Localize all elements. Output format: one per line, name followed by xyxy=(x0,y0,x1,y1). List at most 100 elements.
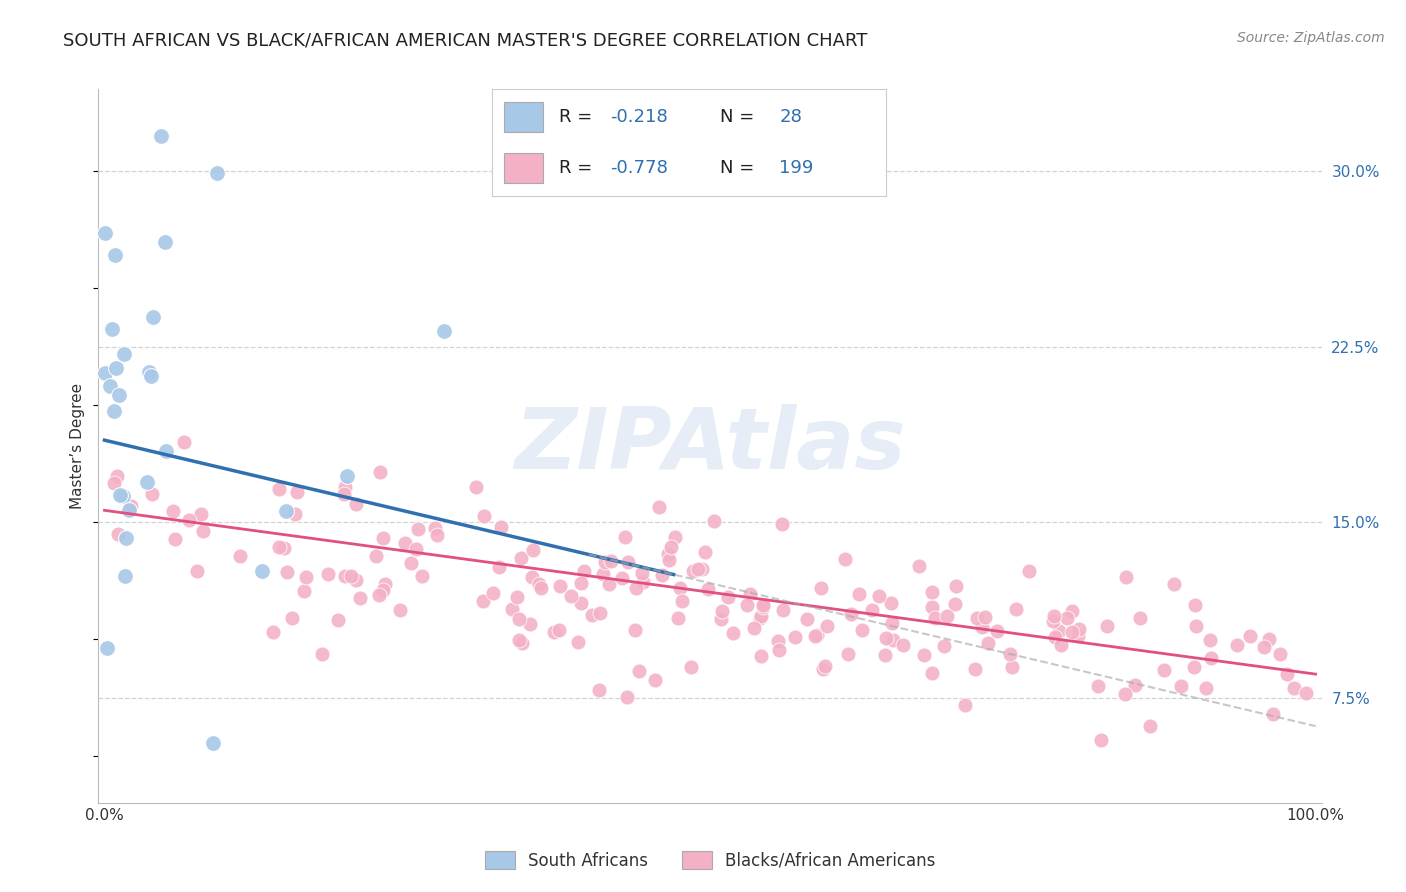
Point xyxy=(690,561,713,575)
Point xyxy=(560,589,582,603)
Point xyxy=(986,624,1008,639)
Point xyxy=(977,636,1000,650)
Point xyxy=(374,576,396,591)
Point xyxy=(921,665,943,680)
Point xyxy=(425,521,447,535)
Point xyxy=(752,599,775,614)
Point xyxy=(366,549,388,564)
Text: -0.218: -0.218 xyxy=(610,108,668,126)
Point xyxy=(768,643,790,657)
Point xyxy=(703,514,725,528)
Point xyxy=(114,568,136,582)
Point xyxy=(1275,667,1298,681)
Point xyxy=(839,607,862,621)
Point xyxy=(589,606,612,620)
Y-axis label: Master’s Degree: Master’s Degree xyxy=(70,383,86,509)
Point xyxy=(1129,611,1152,625)
Point xyxy=(598,577,620,591)
Point xyxy=(501,602,523,616)
Point xyxy=(1018,564,1040,578)
Point xyxy=(749,648,772,663)
Point xyxy=(370,465,392,479)
Point xyxy=(388,603,411,617)
Point xyxy=(368,588,391,602)
Point xyxy=(112,347,135,361)
Point xyxy=(648,500,671,515)
Point xyxy=(512,636,534,650)
Point xyxy=(276,503,298,517)
Point xyxy=(465,480,488,494)
Point xyxy=(344,497,367,511)
Point xyxy=(108,388,131,402)
Point xyxy=(1184,618,1206,632)
Point xyxy=(332,487,354,501)
Point xyxy=(426,528,449,542)
Point xyxy=(96,640,118,655)
Point xyxy=(806,628,828,642)
Point xyxy=(572,564,595,578)
Point xyxy=(766,634,789,648)
Point xyxy=(1258,632,1281,647)
Point xyxy=(104,248,127,262)
Point xyxy=(163,532,186,546)
Point xyxy=(837,647,859,661)
Point xyxy=(682,565,704,579)
Point xyxy=(671,593,693,607)
Point xyxy=(472,508,495,523)
Point xyxy=(98,379,121,393)
Text: R =: R = xyxy=(560,160,598,178)
Point xyxy=(868,589,890,603)
Point xyxy=(803,629,825,643)
Point xyxy=(1284,681,1306,695)
Point xyxy=(141,486,163,500)
Point xyxy=(814,658,837,673)
Point xyxy=(1090,732,1112,747)
Point xyxy=(569,596,592,610)
Point xyxy=(284,507,307,521)
Point xyxy=(262,625,284,640)
Point xyxy=(1004,602,1026,616)
Point xyxy=(111,489,134,503)
Point xyxy=(1253,640,1275,655)
Point xyxy=(349,591,371,606)
Point xyxy=(1182,660,1205,674)
Point xyxy=(406,522,429,536)
Point xyxy=(669,582,692,596)
Point xyxy=(267,482,290,496)
Point xyxy=(191,524,214,538)
Point xyxy=(945,579,967,593)
Text: SOUTH AFRICAN VS BLACK/AFRICAN AMERICAN MASTER'S DEGREE CORRELATION CHART: SOUTH AFRICAN VS BLACK/AFRICAN AMERICAN … xyxy=(63,31,868,49)
Point xyxy=(543,625,565,640)
Point xyxy=(657,553,679,567)
Point xyxy=(1001,660,1024,674)
Point xyxy=(1047,624,1070,638)
Point xyxy=(405,541,427,556)
Point xyxy=(340,569,363,583)
Point xyxy=(93,226,115,240)
Point xyxy=(336,469,359,483)
Point xyxy=(810,582,832,596)
Point xyxy=(1195,681,1218,696)
Point xyxy=(633,574,655,589)
Point xyxy=(936,608,959,623)
Point xyxy=(943,597,966,611)
Point xyxy=(508,633,530,648)
Point xyxy=(695,545,717,559)
Point xyxy=(752,598,775,612)
Point xyxy=(1170,679,1192,693)
Text: 28: 28 xyxy=(779,108,803,126)
Legend: South Africans, Blacks/African Americans: South Africans, Blacks/African Americans xyxy=(478,845,942,877)
Point xyxy=(229,549,252,563)
Point xyxy=(891,638,914,652)
Point xyxy=(1184,598,1206,612)
Point xyxy=(851,624,873,638)
Point xyxy=(664,530,686,544)
Point xyxy=(276,565,298,579)
Point xyxy=(373,531,395,545)
Point xyxy=(644,673,666,687)
Point xyxy=(1115,569,1137,583)
Text: Source: ZipAtlas.com: Source: ZipAtlas.com xyxy=(1237,31,1385,45)
Point xyxy=(953,698,976,712)
Point xyxy=(815,619,838,633)
Point xyxy=(1050,638,1073,652)
